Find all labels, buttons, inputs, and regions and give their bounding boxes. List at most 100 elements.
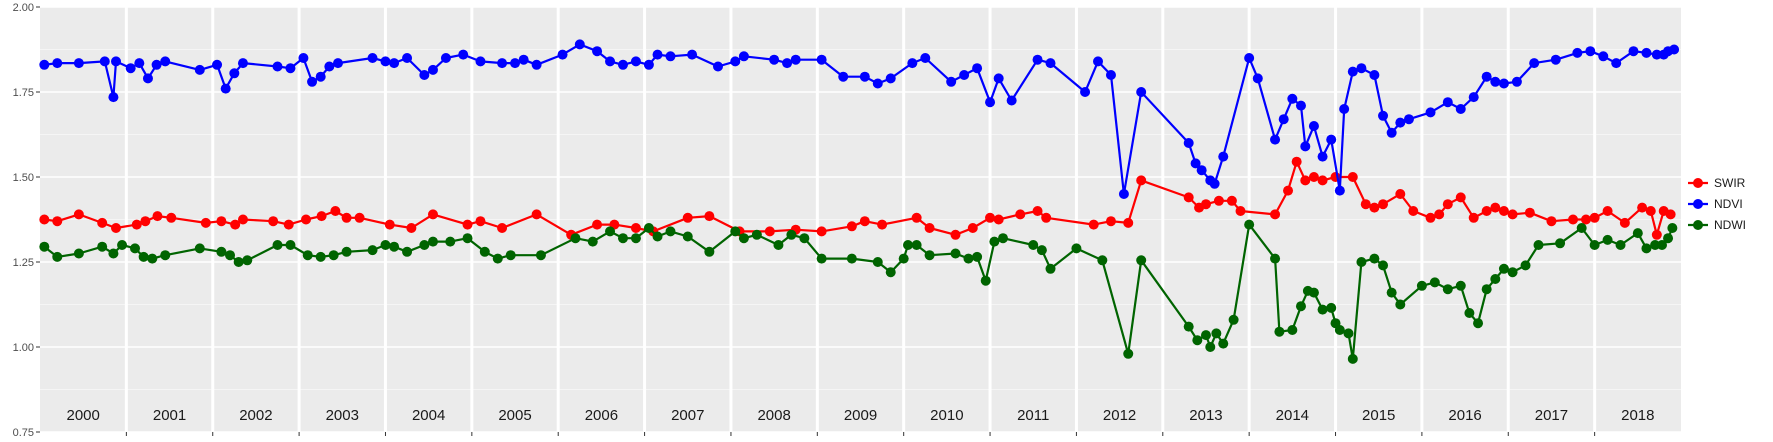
data-point-ndvi xyxy=(1093,56,1104,67)
data-point-ndwi xyxy=(147,253,158,264)
data-point-ndvi xyxy=(738,51,749,62)
data-point-swir xyxy=(704,211,715,222)
data-point-ndvi xyxy=(1339,104,1350,114)
data-point-ndwi xyxy=(885,267,896,278)
data-point-ndwi xyxy=(117,240,128,250)
data-point-ndwi xyxy=(1356,257,1367,267)
data-point-swir xyxy=(1637,202,1648,213)
data-point-swir xyxy=(1088,219,1099,230)
data-point-ndvi xyxy=(1244,53,1255,63)
data-point-ndvi xyxy=(510,58,521,69)
data-point-ndwi xyxy=(535,250,546,261)
data-point-ndvi xyxy=(872,78,883,89)
data-point-ndvi xyxy=(324,61,335,72)
data-point-swir xyxy=(1317,175,1328,186)
data-point-ndvi xyxy=(1209,178,1220,189)
data-point-ndwi xyxy=(1045,263,1056,274)
data-point-swir xyxy=(993,214,1004,225)
data-point-ndwi xyxy=(605,226,616,237)
data-point-swir xyxy=(427,209,438,220)
data-point-ndvi xyxy=(212,59,223,70)
data-point-ndwi xyxy=(846,253,857,264)
data-point-ndwi xyxy=(652,231,663,242)
data-point-ndwi xyxy=(773,240,784,250)
data-point-swir xyxy=(268,216,279,227)
data-point-ndwi xyxy=(194,243,205,254)
data-point-swir xyxy=(1619,217,1630,228)
data-point-ndvi xyxy=(1080,87,1091,97)
data-point-ndvi xyxy=(73,58,84,69)
data-point-swir xyxy=(1270,209,1281,220)
data-point-ndvi xyxy=(160,56,171,67)
data-point-swir xyxy=(1200,199,1211,210)
data-point-swir xyxy=(630,223,641,233)
data-point-swir xyxy=(462,219,473,230)
data-point-ndvi xyxy=(111,56,122,67)
data-point-swir xyxy=(531,209,542,220)
data-point-ndwi xyxy=(1663,233,1674,244)
data-point-ndvi xyxy=(1326,134,1337,145)
data-point-ndvi xyxy=(142,73,153,84)
data-point-swir xyxy=(1546,216,1557,227)
data-point-ndvi xyxy=(907,58,918,69)
data-point-ndvi xyxy=(380,56,391,67)
data-point-ndwi xyxy=(1589,240,1600,250)
data-point-ndwi xyxy=(1615,240,1626,250)
data-point-ndwi xyxy=(643,223,654,233)
data-point-ndvi xyxy=(1529,58,1540,69)
data-point-ndvi xyxy=(617,59,628,70)
data-point-ndwi xyxy=(492,253,503,264)
data-point-ndwi xyxy=(39,241,50,252)
data-point-ndwi xyxy=(989,236,1000,247)
data-point-swir xyxy=(1360,199,1371,210)
data-point-swir xyxy=(1645,206,1656,216)
data-point-swir xyxy=(1105,216,1116,227)
data-point-ndvi xyxy=(1105,70,1116,80)
data-point-swir xyxy=(1580,214,1591,225)
data-point-ndwi xyxy=(1632,228,1643,239)
data-point-ndvi xyxy=(1403,114,1414,125)
data-point-ndwi xyxy=(1641,243,1652,254)
data-point-ndvi xyxy=(1032,54,1043,65)
data-point-swir xyxy=(73,209,84,220)
data-point-ndwi xyxy=(1295,301,1306,312)
data-point-ndwi xyxy=(1343,328,1354,339)
data-point-ndwi xyxy=(1555,238,1566,249)
year-label: 2003 xyxy=(326,407,359,424)
data-point-ndwi xyxy=(1533,240,1544,250)
data-point-ndvi xyxy=(605,56,616,67)
data-point-swir xyxy=(1235,206,1246,216)
y-tick-label: 1.50 xyxy=(13,172,34,184)
data-point-ndvi xyxy=(816,54,827,65)
data-point-swir xyxy=(131,219,142,230)
data-point-ndvi xyxy=(1455,104,1466,114)
data-point-swir xyxy=(1226,195,1237,206)
data-point-ndvi xyxy=(1572,47,1583,58)
data-point-ndvi xyxy=(1651,49,1662,60)
data-point-ndwi xyxy=(328,250,339,261)
data-point-ndvi xyxy=(859,71,870,82)
data-point-ndwi xyxy=(980,275,991,286)
data-point-swir xyxy=(1490,202,1501,213)
data-point-swir xyxy=(1369,202,1380,213)
data-point-swir xyxy=(230,219,241,230)
data-point-ndwi xyxy=(1270,253,1281,264)
year-label: 2002 xyxy=(239,407,272,424)
data-point-ndvi xyxy=(687,49,698,60)
data-point-swir xyxy=(1524,207,1535,218)
year-label: 2010 xyxy=(930,407,963,424)
data-point-ndvi xyxy=(838,71,849,82)
data-point-ndvi xyxy=(151,59,162,70)
data-point-ndwi xyxy=(52,251,63,262)
data-point-swir xyxy=(985,212,996,223)
data-point-ndwi xyxy=(73,248,84,259)
data-point-ndwi xyxy=(233,257,244,267)
data-point-ndwi xyxy=(1602,234,1613,245)
data-point-ndvi xyxy=(946,76,957,87)
data-point-ndvi xyxy=(665,51,676,62)
data-point-ndwi xyxy=(380,240,391,250)
data-point-ndvi xyxy=(1550,54,1561,65)
data-point-ndvi xyxy=(1669,44,1680,55)
data-point-ndvi xyxy=(1118,189,1129,199)
data-point-ndvi xyxy=(307,76,318,87)
